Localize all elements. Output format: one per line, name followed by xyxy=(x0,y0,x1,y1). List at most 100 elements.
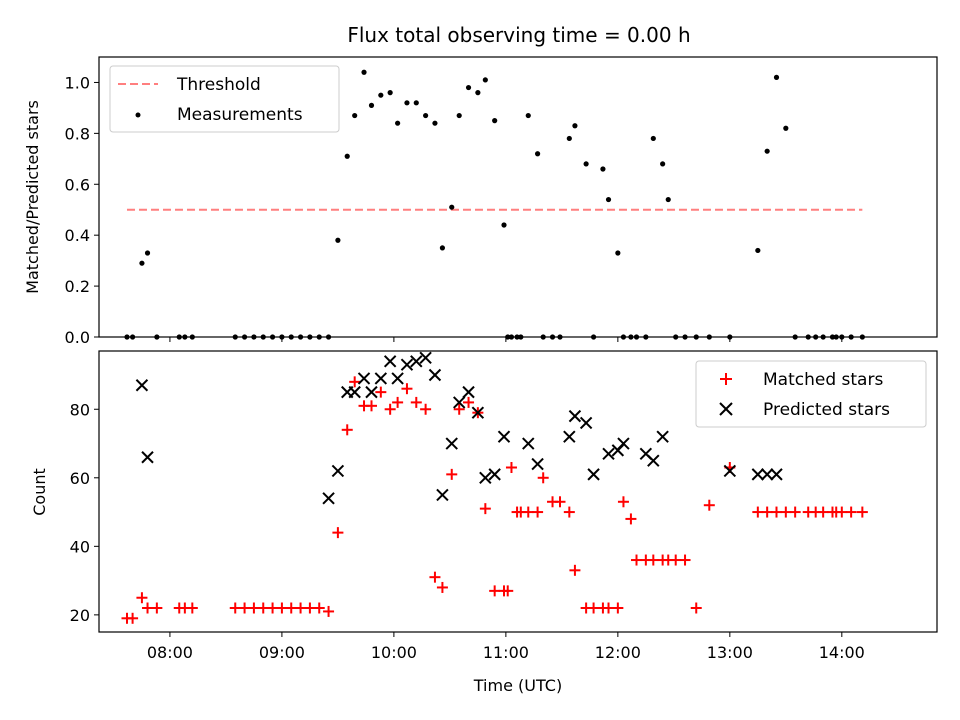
matched-point xyxy=(532,506,544,518)
matched-point xyxy=(257,602,269,614)
predicted-point xyxy=(419,351,432,365)
matched-point xyxy=(463,396,475,408)
matched-point xyxy=(836,506,848,518)
matched-point xyxy=(239,602,251,614)
predicted-point xyxy=(617,437,630,450)
matched-point xyxy=(703,499,715,511)
bottom-xlabel: Time (UTC) xyxy=(473,676,562,695)
predicted-point xyxy=(357,372,371,385)
matched-point xyxy=(248,602,260,614)
matched-point xyxy=(151,602,163,614)
matched-point xyxy=(537,472,549,484)
measurement-point xyxy=(395,120,401,126)
measurement-point xyxy=(387,90,393,96)
matched-point xyxy=(845,506,857,518)
bottom-xtick-label: 10:00 xyxy=(371,643,417,662)
matched-point xyxy=(304,602,316,614)
predicted-point xyxy=(391,372,404,385)
top-ytick-label: 1.0 xyxy=(65,73,90,92)
matched-point xyxy=(136,592,148,604)
predicted-point xyxy=(135,379,149,392)
top-legend: Threshold Measurements xyxy=(109,65,340,133)
predicted-point xyxy=(647,454,660,467)
predicted-point xyxy=(760,468,774,481)
predicted-point xyxy=(365,385,378,399)
top-panel: 0.0 0.2 0.4 0.6 0.8 1.0 Matched/Predicted sta… xyxy=(23,56,938,347)
matched-point xyxy=(375,386,387,398)
bottom-axes-frame xyxy=(98,350,938,633)
matched-point xyxy=(429,571,441,583)
top-axes-frame xyxy=(98,56,938,338)
predicted-point xyxy=(462,385,475,399)
measurement-point xyxy=(764,148,770,154)
matched-point xyxy=(341,424,353,436)
measurement-point xyxy=(660,161,666,167)
bottom-ytick-label: 60 xyxy=(70,469,90,488)
bottom-xtick-label: 13:00 xyxy=(707,643,753,662)
legend-predicted-label: Predicted stars xyxy=(763,400,890,420)
measurement-point xyxy=(475,90,481,96)
predicted-point xyxy=(453,396,466,409)
matched-point xyxy=(332,527,344,539)
measurement-point xyxy=(773,74,780,80)
matched-point xyxy=(453,403,465,415)
matched-point xyxy=(436,581,448,593)
measurement-point xyxy=(583,161,589,167)
predicted-point xyxy=(531,457,544,471)
matched-point xyxy=(617,496,629,508)
matched-point xyxy=(142,602,154,614)
matched-point xyxy=(410,396,422,408)
matched-point xyxy=(186,602,198,614)
top-ylabel: Matched/Predicted stars xyxy=(23,100,42,294)
bottom-xtick-label: 11:00 xyxy=(483,643,529,662)
matched-point xyxy=(625,513,637,525)
predicted-point xyxy=(656,430,669,443)
measurement-point xyxy=(368,102,375,108)
measurement-point xyxy=(423,112,429,119)
top-ytick-label: 0.6 xyxy=(65,175,90,194)
measurement-point xyxy=(352,112,358,119)
matched-point xyxy=(563,506,575,518)
matched-point xyxy=(285,602,297,614)
matched-point xyxy=(679,554,691,566)
matched-point xyxy=(761,506,773,518)
measurement-point xyxy=(449,204,455,210)
predicted-point xyxy=(751,468,765,481)
predicted-point xyxy=(723,464,737,478)
predicted-point xyxy=(770,468,783,481)
matched-point xyxy=(420,403,432,415)
matched-point xyxy=(770,506,782,518)
predicted-point xyxy=(602,447,615,461)
matched-point xyxy=(479,503,491,515)
matched-point xyxy=(229,602,241,614)
matched-point xyxy=(522,506,534,518)
predicted-point xyxy=(374,372,388,385)
top-legend-box xyxy=(109,65,340,133)
matched-point xyxy=(612,602,624,614)
matched-point xyxy=(267,602,279,614)
measurement-point xyxy=(139,260,145,266)
matched-point xyxy=(323,605,335,617)
measurement-point xyxy=(525,112,531,119)
measurement-point xyxy=(335,237,341,243)
measurement-point xyxy=(456,112,462,119)
measurement-point xyxy=(482,77,488,83)
predicted-point xyxy=(479,471,492,484)
matched-point xyxy=(588,602,600,614)
bottom-panel: 20 40 60 80 08:00 09:00 10:00 11:00 12:00 13:00 1… xyxy=(30,350,938,695)
measurement-point xyxy=(361,69,367,75)
matched-point xyxy=(392,396,404,408)
top-ytick-label: 0.8 xyxy=(65,124,90,143)
predicted-point xyxy=(428,368,442,382)
measurement-point xyxy=(566,135,572,142)
predicted-point xyxy=(587,468,600,481)
matched-point xyxy=(569,564,581,576)
matched-point xyxy=(789,506,801,518)
matched-point xyxy=(502,585,514,597)
measurement-point xyxy=(432,120,438,126)
matched-point xyxy=(446,468,458,480)
predicted-point xyxy=(563,430,576,443)
matched-point xyxy=(349,376,361,388)
measurement-point xyxy=(783,125,789,131)
